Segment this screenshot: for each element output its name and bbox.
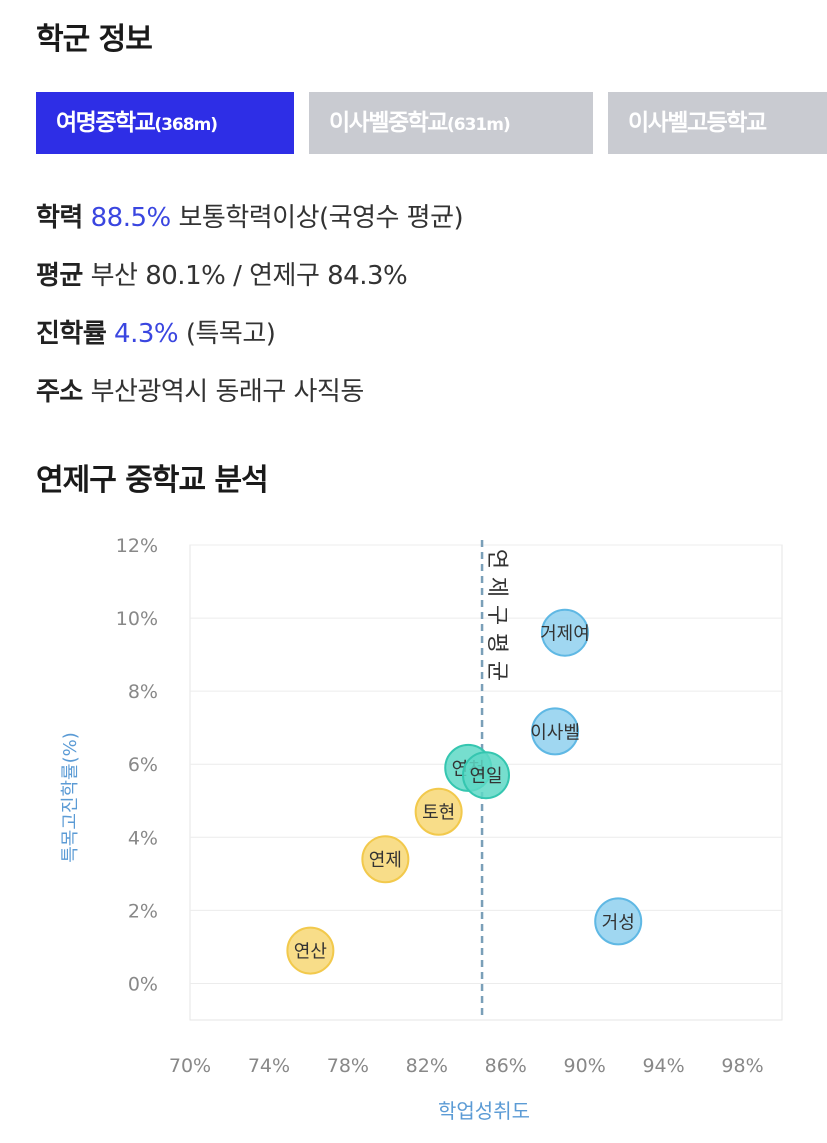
data-point-label: 연일 [469,766,502,787]
y-tick-label: 4% [128,827,158,849]
data-point [540,608,589,657]
x-tick-label: 86% [485,1055,527,1077]
data-point [462,751,510,800]
x-tick-label: 82% [406,1055,448,1077]
section-title-school-info: 학군 정보 [36,22,153,57]
y-tick-label: 12% [116,535,158,557]
tab-isabel-high[interactable]: 이사벨고등학교 [608,92,827,154]
academic-value: 88.5% [90,203,172,233]
x-tick-label: 74% [248,1055,290,1077]
x-tick-label: 94% [642,1055,684,1077]
y-tick-label: 0% [128,973,158,995]
data-point [531,707,580,756]
y-tick-label: 10% [116,608,158,630]
x-tick-label: 78% [327,1055,369,1077]
data-point [594,897,643,946]
data-point-label: 거성 [602,912,635,933]
x-tick-label: 70% [169,1055,211,1077]
tab-label: 이사벨중학교 [329,110,448,136]
address-text: 부산광역시 동래구 사직동 [90,377,365,407]
reference-line-label-char: 연 [484,549,509,569]
y-tick-label: 2% [128,900,158,922]
info-row-average: 평균 부산 80.1% / 연제구 84.3% [36,255,408,292]
reference-line-label-char: 제 [484,577,509,597]
tab-label: 여명중학교 [56,110,156,136]
info-row-advancement: 진학률 4.3% (특목고) [36,313,276,350]
section-title-analysis: 연제구 중학교 분석 [36,463,269,498]
data-point-label: 연산 [294,942,327,963]
data-point-label: 이사벨 [530,722,580,743]
scatter-chart: 12% 10% 8% 6% 4% 2% 0% 70% 74% 78% 82% 86% 90% 94% 98%… [60,535,783,1123]
school-tabs: 여명중학교(368m) 이사벨중학교(631m) 이사벨고등학교 [36,92,827,154]
data-point [414,787,463,836]
x-tick-label: 98% [721,1055,763,1077]
tab-label: 이사벨고등학교 [628,110,767,136]
advancement-suffix: (특목고) [185,319,276,349]
data-point [286,926,335,975]
info-row-address: 주소 부산광역시 동래구 사직동 [36,371,364,408]
data-point [361,835,410,884]
x-tick-label: 90% [564,1055,606,1077]
info-label: 평균 [36,261,83,291]
y-tick-label: 6% [128,754,158,776]
data-point-label: 거제여 [540,624,590,645]
y-tick-label: 8% [128,681,158,703]
tab-isabel-middle[interactable]: 이사벨중학교(631m) [309,92,593,154]
info-label: 진학률 [36,319,107,349]
info-label: 주소 [36,377,83,407]
reference-line-label-char: 구 [484,605,509,625]
info-row-academic: 학력 88.5% 보통학력이상(국영수 평균) [36,197,464,234]
tab-yeomyeong-middle[interactable]: 여명중학교(368m) [36,92,294,154]
academic-suffix: 보통학력이상(국영수 평균) [178,203,464,233]
x-axis-label: 학업성취도 [438,1099,530,1123]
advancement-value: 4.3% [114,319,179,349]
data-point-label: 연제 [369,850,402,871]
info-label: 학력 [36,203,83,233]
average-text: 부산 80.1% / 연제구 84.3% [90,261,408,291]
reference-line-label-char: 균 [484,661,509,681]
tab-distance: (368m) [154,115,218,135]
reference-line-label-char: 평 [484,633,509,653]
data-point-label: 토현 [422,803,455,824]
tab-distance: (631m) [446,115,511,135]
y-axis-label: 특목고진학률(%) [60,732,81,863]
